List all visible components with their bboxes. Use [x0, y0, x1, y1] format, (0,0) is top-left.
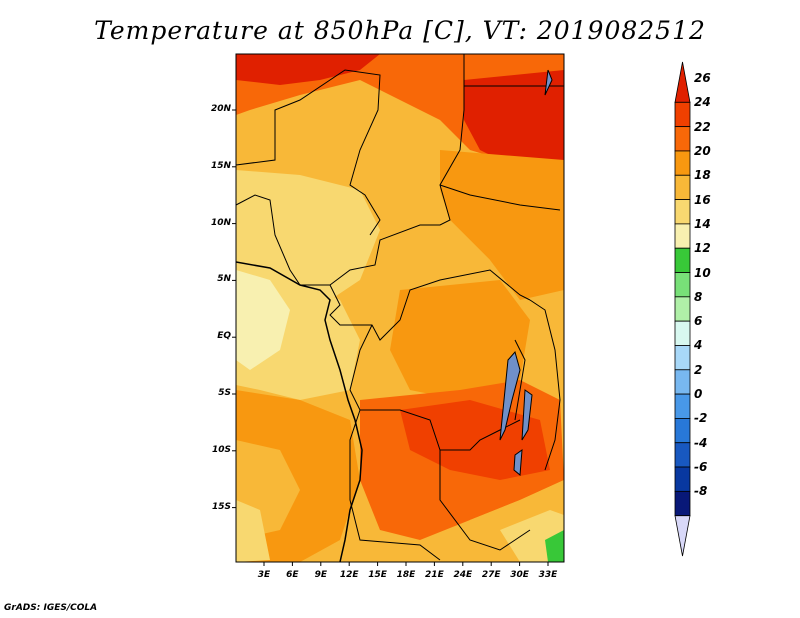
colorbar-label: 2	[694, 362, 703, 377]
colorbar-label: 4	[694, 338, 703, 353]
colorbar-label: 20	[694, 143, 711, 158]
colorbar-swatch	[674, 515, 691, 557]
field-south-24	[400, 400, 550, 480]
colorbar-label: 18	[694, 168, 711, 183]
lon-label: 33E	[538, 570, 558, 580]
colorbar-label: 10	[694, 265, 711, 280]
lon-label: 21E	[425, 570, 444, 580]
coastline	[236, 261, 363, 562]
lon-label: 6E	[286, 570, 299, 580]
colorbar-swatch	[674, 369, 691, 395]
lon-label: 15E	[368, 570, 387, 580]
colorbar-swatch	[674, 247, 691, 273]
lakes	[499, 69, 553, 477]
colorbar-label: 8	[694, 289, 703, 304]
lon-label: 24E	[453, 570, 473, 580]
chart-title: Temperature at 850hPa [C], VT: 201908251…	[94, 16, 706, 45]
lat-label: 5N	[217, 274, 231, 285]
colorbar-swatch	[674, 223, 691, 249]
field-southwest-16	[236, 500, 270, 562]
lat-label: 15N	[210, 160, 231, 171]
field-coast-14	[236, 270, 290, 370]
colorbar-label: -8	[694, 484, 708, 499]
lat-label: 10S	[211, 444, 231, 455]
temperature-field	[236, 54, 564, 562]
colorbar-swatch	[674, 345, 691, 371]
colorbar-label: 22	[694, 119, 711, 134]
lat-label: 20N	[210, 104, 231, 114]
lon-label: 3E	[257, 570, 271, 580]
lon-label: 30E	[510, 570, 529, 580]
lon-label: 9E	[314, 570, 327, 580]
colorbar-swatch	[674, 320, 691, 346]
colorbar-swatch	[674, 199, 691, 225]
colorbar-swatch	[674, 442, 691, 468]
colorbar-swatch	[674, 174, 691, 200]
colorbar-swatch	[674, 296, 691, 322]
lat-label: 5S	[218, 388, 231, 398]
colorbar-swatch	[674, 393, 691, 419]
colorbar-label: 6	[694, 314, 703, 329]
colorbar-label: 12	[694, 241, 711, 256]
colorbar-swatch	[674, 150, 691, 176]
colorbar-label: 14	[694, 216, 711, 231]
colorbar-label: 16	[694, 192, 711, 207]
colorbar-swatch	[674, 272, 691, 298]
colorbar-label: -4	[694, 435, 708, 450]
field-central-20	[390, 280, 530, 400]
colorbar-label: 24	[694, 95, 711, 110]
field-east-20	[440, 150, 564, 300]
colorbar-swatch	[674, 61, 691, 103]
colorbar-swatch	[674, 466, 691, 492]
lat-label: 15S	[211, 501, 231, 512]
grads-credit: GrADS: IGES/COLA	[4, 603, 98, 613]
lon-label: 27E	[481, 570, 501, 580]
field-northwest-26	[236, 54, 380, 85]
colorbar-label: -2	[694, 411, 708, 426]
lon-label: 12E	[339, 570, 359, 580]
map-frame	[235, 53, 565, 563]
lon-label: 18E	[396, 570, 416, 580]
field-central-18	[380, 220, 490, 300]
field-southeast-12	[545, 530, 564, 562]
lat-label: 10N	[210, 217, 231, 228]
colorbar-swatch	[674, 418, 691, 444]
lat-label: EQ	[217, 331, 231, 342]
colorbar-swatch	[674, 490, 691, 517]
colorbar	[674, 61, 691, 557]
field-northeast-26	[464, 70, 564, 180]
colorbar-swatch	[674, 126, 691, 152]
colorbar-swatch	[674, 101, 691, 128]
colorbar-label: 26	[694, 71, 711, 85]
colorbar-label: 0	[694, 387, 703, 402]
colorbar-label: -6	[694, 460, 708, 475]
axis-ticks	[232, 109, 549, 566]
field-west-16	[236, 170, 380, 300]
